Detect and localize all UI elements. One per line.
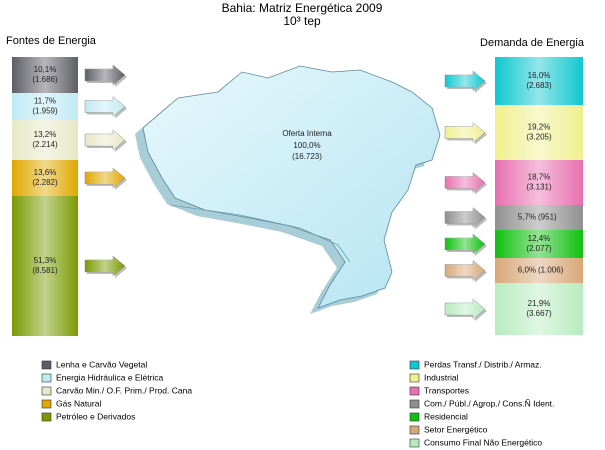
- arrow-shine: [445, 299, 485, 319]
- amount: (2.683): [526, 81, 552, 90]
- legend-label: Perdas Transf./ Distrib./ Armaz.: [424, 359, 542, 369]
- title: Bahia: Matriz Energética 2009: [222, 1, 383, 15]
- legend-swatch: [41, 399, 52, 409]
- amount: (3.131): [526, 183, 552, 192]
- amount: (8.581): [32, 266, 58, 275]
- arrow-shine: [85, 96, 125, 117]
- percent: 12,4%: [528, 234, 551, 243]
- bar-shine: [495, 105, 583, 160]
- percent: 21,9%: [528, 299, 551, 308]
- amount: (951): [538, 213, 557, 222]
- legend-swatch: [409, 438, 420, 448]
- arrow-shine: [445, 207, 485, 228]
- legend-swatch: [409, 373, 420, 383]
- percent: 13,2%: [34, 130, 57, 139]
- center-label: Oferta Interna: [282, 129, 332, 138]
- percent: 5,7%: [518, 213, 536, 222]
- percent: 51,3%: [34, 256, 57, 265]
- bar-shine: [12, 196, 78, 336]
- arrow-shine: [445, 122, 485, 143]
- center-amount: (16.723): [292, 152, 322, 161]
- percent: 16,0%: [528, 71, 551, 80]
- bar-shine: [12, 120, 78, 160]
- legend-label: Carvão Min./ O.F. Prim./ Prod. Cana: [56, 385, 192, 395]
- arrow-shine: [445, 234, 485, 254]
- demand-heading: Demanda de Energia: [480, 37, 585, 49]
- sources-heading: Fontes de Energia: [6, 35, 97, 47]
- legend-label: Com./ Públ./ Agrop./ Cons.Ñ Ident.: [424, 398, 554, 408]
- bar-shine: [495, 160, 583, 205]
- percent: 13,6%: [34, 168, 57, 177]
- amount: (1.959): [32, 107, 58, 116]
- legend-swatch: [409, 412, 420, 422]
- legend-label: Gás Natural: [56, 398, 101, 408]
- legend-swatch: [41, 412, 52, 422]
- bar-shine: [495, 283, 583, 335]
- amount: (2.282): [32, 178, 58, 187]
- percent: 10,1%: [34, 65, 57, 74]
- bar-shine: [495, 57, 583, 105]
- arrow-shine: [445, 172, 485, 193]
- amount: (2.077): [526, 244, 552, 253]
- subtitle: 10³ tep: [283, 14, 321, 28]
- legend-swatch: [409, 360, 420, 370]
- amount: (1.006): [538, 266, 564, 275]
- legend-label: Lenha e Carvão Vegetal: [56, 359, 147, 369]
- legend-label: Consumo Final Não Energético: [424, 437, 542, 447]
- legend-label: Residencial: [424, 411, 468, 421]
- percent: 19,2%: [528, 123, 551, 132]
- amount: (2.214): [32, 140, 58, 149]
- bar-shine: [495, 230, 583, 258]
- percent: 18,7%: [528, 173, 551, 182]
- map: [135, 65, 441, 314]
- arrow-shine: [445, 71, 485, 91]
- legend-swatch: [409, 425, 420, 435]
- bar-shine: [12, 57, 78, 93]
- legend-label: Setor Energético: [424, 424, 488, 434]
- arrow-shine: [85, 168, 125, 188]
- legend-label: Industrial: [424, 372, 459, 382]
- bar-shine: [12, 93, 78, 120]
- legend-label: Petróleo e Derivados: [56, 411, 135, 421]
- legend-swatch: [409, 386, 420, 396]
- bar-shine: [12, 160, 78, 196]
- legend-swatch: [41, 373, 52, 383]
- arrow-shine: [445, 260, 485, 281]
- legend-swatch: [41, 360, 52, 370]
- bar-shine: [495, 258, 583, 283]
- legend-label: Transportes: [424, 385, 469, 395]
- legend-label: Energia Hidráulica e Elétrica: [56, 372, 164, 382]
- percent: 11,7%: [34, 97, 56, 106]
- bar-shine: [495, 205, 583, 230]
- arrow-shine: [85, 256, 125, 276]
- center-percent: 100,0%: [293, 141, 320, 150]
- amount: (3.667): [526, 309, 552, 318]
- arrow-shine: [85, 65, 125, 85]
- amount: (3.205): [526, 133, 552, 142]
- legend-swatch: [41, 386, 52, 396]
- percent: 6,0%: [518, 266, 536, 275]
- legend-swatch: [409, 399, 420, 409]
- amount: (1.686): [32, 75, 58, 84]
- arrow-shine: [85, 130, 125, 150]
